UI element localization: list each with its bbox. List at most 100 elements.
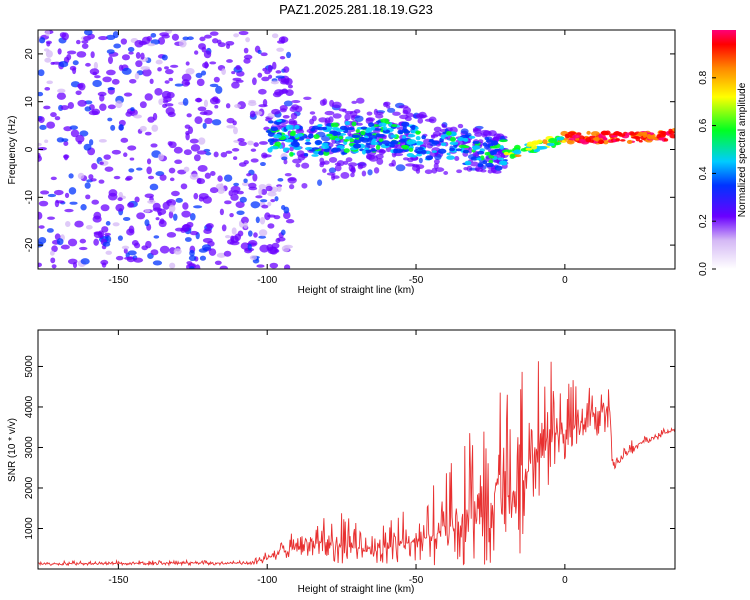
- heatmap-cell: [155, 217, 160, 221]
- heatmap-cell: [494, 148, 500, 152]
- heatmap-cell: [85, 194, 91, 200]
- heatmap-cell: [658, 133, 666, 138]
- heatmap-cell: [339, 125, 348, 131]
- spectrogram-x-axis: -150 -100 -50 0: [108, 30, 568, 286]
- heatmap-cell: [46, 80, 53, 85]
- heatmap-cell: [271, 108, 281, 115]
- heatmap-cell: [446, 152, 451, 156]
- snr-panel: -150 -100 -50 0 1000 2000 3000 4000 5000 Height…: [7, 329, 676, 595]
- heatmap-cell: [209, 61, 217, 65]
- heatmap-cell: [313, 134, 320, 140]
- heatmap-cell: [231, 148, 240, 152]
- heatmap-cell: [226, 117, 235, 124]
- heatmap-cell: [428, 116, 437, 124]
- heatmap-cell: [270, 126, 279, 132]
- heatmap-cell: [94, 75, 101, 79]
- heatmap-cell: [112, 222, 120, 227]
- heatmap-cell: [63, 140, 69, 146]
- heatmap-cell: [462, 137, 469, 142]
- heatmap-cell: [290, 112, 298, 120]
- heatmap-cell: [233, 33, 240, 38]
- heatmap-cell: [204, 172, 211, 179]
- heatmap-cell: [38, 262, 42, 268]
- snr-series-line: [38, 361, 675, 567]
- heatmap-cell: [189, 249, 195, 257]
- heatmap-cell: [279, 55, 286, 60]
- heatmap-cell: [98, 138, 107, 143]
- heatmap-cell: [182, 98, 189, 106]
- heatmap-cell: [85, 62, 91, 67]
- heatmap-cell: [173, 146, 183, 154]
- heatmap-cell: [575, 137, 580, 141]
- heatmap-cell: [403, 130, 411, 134]
- heatmap-cell: [164, 80, 170, 84]
- heatmap-cell: [38, 91, 44, 97]
- heatmap-cell: [177, 169, 187, 175]
- heatmap-cell: [153, 235, 160, 239]
- heatmap-cell: [69, 125, 79, 130]
- heatmap-cell: [184, 81, 191, 86]
- heatmap-cell: [123, 92, 133, 97]
- heatmap-cell: [366, 111, 373, 116]
- heatmap-cell: [199, 36, 206, 42]
- heatmap-cell: [287, 177, 297, 181]
- heatmap-cell: [370, 126, 376, 131]
- heatmap-cell: [194, 116, 203, 124]
- heatmap-cell: [174, 227, 184, 232]
- heatmap-cell: [46, 228, 54, 233]
- heatmap-cell: [123, 247, 128, 254]
- heatmap-cell: [420, 149, 427, 155]
- snr-x-tick-label: -150: [108, 575, 128, 586]
- heatmap-cell: [260, 188, 268, 195]
- heatmap-cell: [303, 96, 312, 101]
- heatmap-cell: [257, 72, 263, 78]
- heatmap-cell: [155, 59, 163, 65]
- heatmap-cell: [72, 60, 79, 66]
- heatmap-cell: [219, 208, 225, 216]
- heatmap-cell: [120, 38, 128, 45]
- heatmap-cell: [100, 204, 110, 212]
- heatmap-cell: [236, 210, 245, 216]
- heatmap-cell: [125, 175, 133, 181]
- heatmap-cell: [140, 52, 145, 60]
- heatmap-cell: [345, 157, 353, 163]
- heatmap-cell: [101, 226, 109, 233]
- heatmap-cell: [133, 114, 142, 119]
- heatmap-cell: [304, 141, 312, 145]
- snr-frame: [37, 329, 676, 570]
- heatmap-cell: [144, 131, 152, 136]
- snr-x-axis: -150 -100 -50 0: [108, 330, 568, 586]
- heatmap-cell: [112, 31, 119, 39]
- snr-x-tick-label: 0: [562, 575, 568, 586]
- heatmap-cell: [322, 126, 327, 131]
- heatmap-cell: [276, 47, 285, 52]
- heatmap-cell: [489, 145, 498, 149]
- heatmap-cell: [145, 240, 152, 249]
- heatmap-cell: [197, 106, 207, 112]
- snr-y-tick-label: 1000: [24, 517, 35, 540]
- heatmap-cell: [286, 51, 292, 59]
- heatmap-cell: [317, 179, 323, 187]
- heatmap-cell: [64, 192, 70, 198]
- heatmap-cell: [354, 115, 364, 122]
- heatmap-cell: [259, 216, 266, 225]
- heatmap-cell: [238, 30, 249, 36]
- heatmap-cell: [417, 117, 424, 124]
- heatmap-cell: [202, 195, 212, 204]
- heatmap-cell: [67, 238, 78, 247]
- heatmap-cell: [329, 130, 337, 135]
- heatmap-cell: [284, 138, 294, 143]
- heatmap-cell: [307, 133, 314, 139]
- colorbar: 0.0 0.2 0.4 0.6 0.8 Normalized spectral ampl…: [698, 30, 748, 276]
- heatmap-cell: [253, 142, 259, 147]
- heatmap-cell: [216, 252, 226, 258]
- heatmap-cell: [213, 76, 220, 83]
- heatmap-cell: [271, 61, 277, 70]
- heatmap-cell: [318, 117, 328, 123]
- heatmap-cell: [250, 201, 261, 209]
- heatmap-cell: [273, 134, 282, 139]
- heatmap-cell: [204, 117, 213, 124]
- heatmap-cell: [468, 135, 476, 139]
- heatmap-cell: [65, 220, 71, 227]
